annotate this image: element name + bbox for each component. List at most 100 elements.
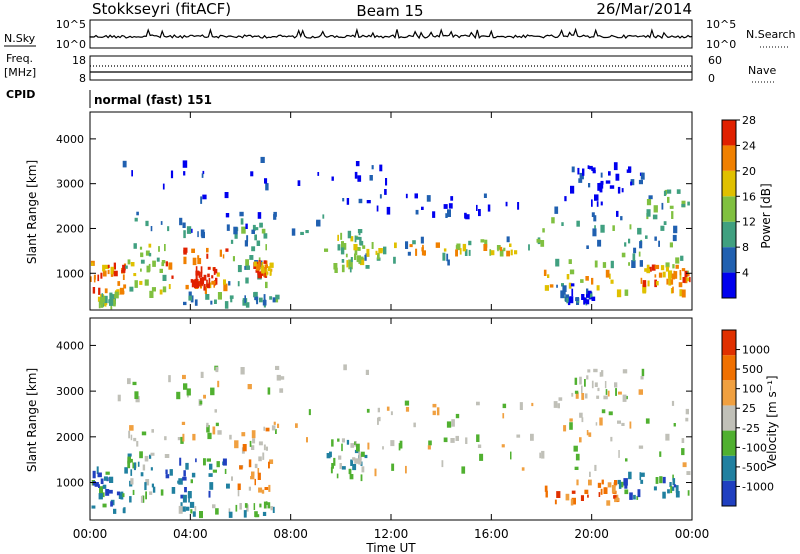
heatmap-cell [228,281,231,286]
heatmap-cell [629,492,633,500]
heatmap-cell [618,482,622,489]
heatmap-cell [224,301,229,309]
heatmap-cell [660,265,665,271]
beam-title: Beam 15 [356,2,423,20]
colorbar-segment [722,145,736,171]
heatmap-cell [258,261,261,270]
heatmap-cell [581,294,585,300]
heatmap-cell [681,438,685,443]
heatmap-cell [633,494,636,500]
heatmap-cell [262,452,265,460]
heatmap-cell [219,249,222,257]
heatmap-cell [362,245,366,249]
heatmap-cell [579,172,584,180]
heatmap-cell [350,459,354,466]
heatmap-cell [152,486,156,493]
heatmap-cell [571,166,575,173]
heatmap-cell [261,489,265,494]
heatmap-cell [386,206,391,215]
heatmap-cell [630,181,633,186]
heatmap-cell [329,451,332,458]
heatmap-cell [127,453,132,457]
heatmap-cell [160,221,163,225]
heatmap-cell [556,491,561,498]
heatmap-cell [658,272,663,278]
heatmap-cell [200,266,203,274]
heatmap-cell [257,468,260,474]
heatmap-cell [616,289,622,298]
heatmap-cell [295,423,298,428]
heatmap-cell [624,289,629,296]
heatmap-cell [679,270,682,276]
heatmap-cell [94,482,99,487]
heatmap-cell [364,454,368,459]
heatmap-cell [480,239,485,243]
colorbar-segment [722,380,736,406]
heatmap-cell [202,170,205,175]
heatmap-cell [450,196,454,201]
heatmap-cell [122,264,126,271]
heatmap-cell [239,503,242,510]
heatmap-cell [461,466,466,474]
heatmap-cell [245,277,249,284]
heatmap-cell [663,221,667,225]
noise-right-tick-top: 10^5 [706,18,736,31]
heatmap-cell [128,430,131,439]
heatmap-cell [97,274,100,282]
heatmap-cell [243,510,247,518]
heatmap-cell [269,459,274,464]
heatmap-cell [102,484,107,489]
heatmap-cell [571,288,574,297]
heatmap-cell [581,385,583,394]
heatmap-cell [503,247,506,252]
heatmap-cell [360,256,364,260]
heatmap-cell [506,250,510,257]
heatmap-cell [100,272,103,279]
heatmap-cell [197,231,199,238]
heatmap-cell [576,220,580,227]
heatmap-cell [672,234,677,242]
heatmap-cell [541,450,545,459]
heatmap-cell [547,274,550,278]
heatmap-cell [201,278,204,286]
heatmap-cell [223,283,228,292]
heatmap-cell [645,235,648,239]
heatmap-cell [169,469,173,476]
heatmap-cell [448,203,453,209]
heatmap-cell [97,296,102,302]
heatmap-cell [633,247,637,254]
heatmap-cell [358,198,363,204]
heatmap-cell [366,248,370,257]
noise-left-tick-bottom: 10^0 [56,38,86,51]
heatmap-cell [601,479,604,485]
heatmap-cell [190,279,194,283]
colorbar-tick-label: -1000 [742,480,774,493]
heatmap-cell [616,210,619,217]
freq-right-tick-bottom: 0 [708,72,715,85]
y-tick-label: 4000 [56,339,84,352]
heatmap-cell [531,402,534,407]
heatmap-cell [346,260,349,268]
heatmap-cell [605,389,608,395]
heatmap-cell [217,292,222,300]
velocity-y-label: Slant Range [km] [25,368,39,472]
heatmap-cell [104,288,108,294]
heatmap-cell [360,474,363,482]
heatmap-cell [291,228,296,236]
heatmap-cell [256,296,259,305]
heatmap-cell [215,277,218,285]
heatmap-cell [432,410,436,416]
heatmap-cell [237,281,240,287]
heatmap-cell [614,480,618,486]
power-y-label: Slant Range [km] [25,160,39,264]
heatmap-cell [658,240,660,247]
heatmap-cell [183,250,187,255]
heatmap-cell [602,262,607,268]
heatmap-cell [379,194,382,199]
heatmap-cell [374,468,377,477]
heatmap-cell [105,301,108,305]
heatmap-cell [644,268,647,272]
heatmap-cell [568,282,572,289]
heatmap-cell [251,445,255,450]
heatmap-cell [638,445,644,449]
